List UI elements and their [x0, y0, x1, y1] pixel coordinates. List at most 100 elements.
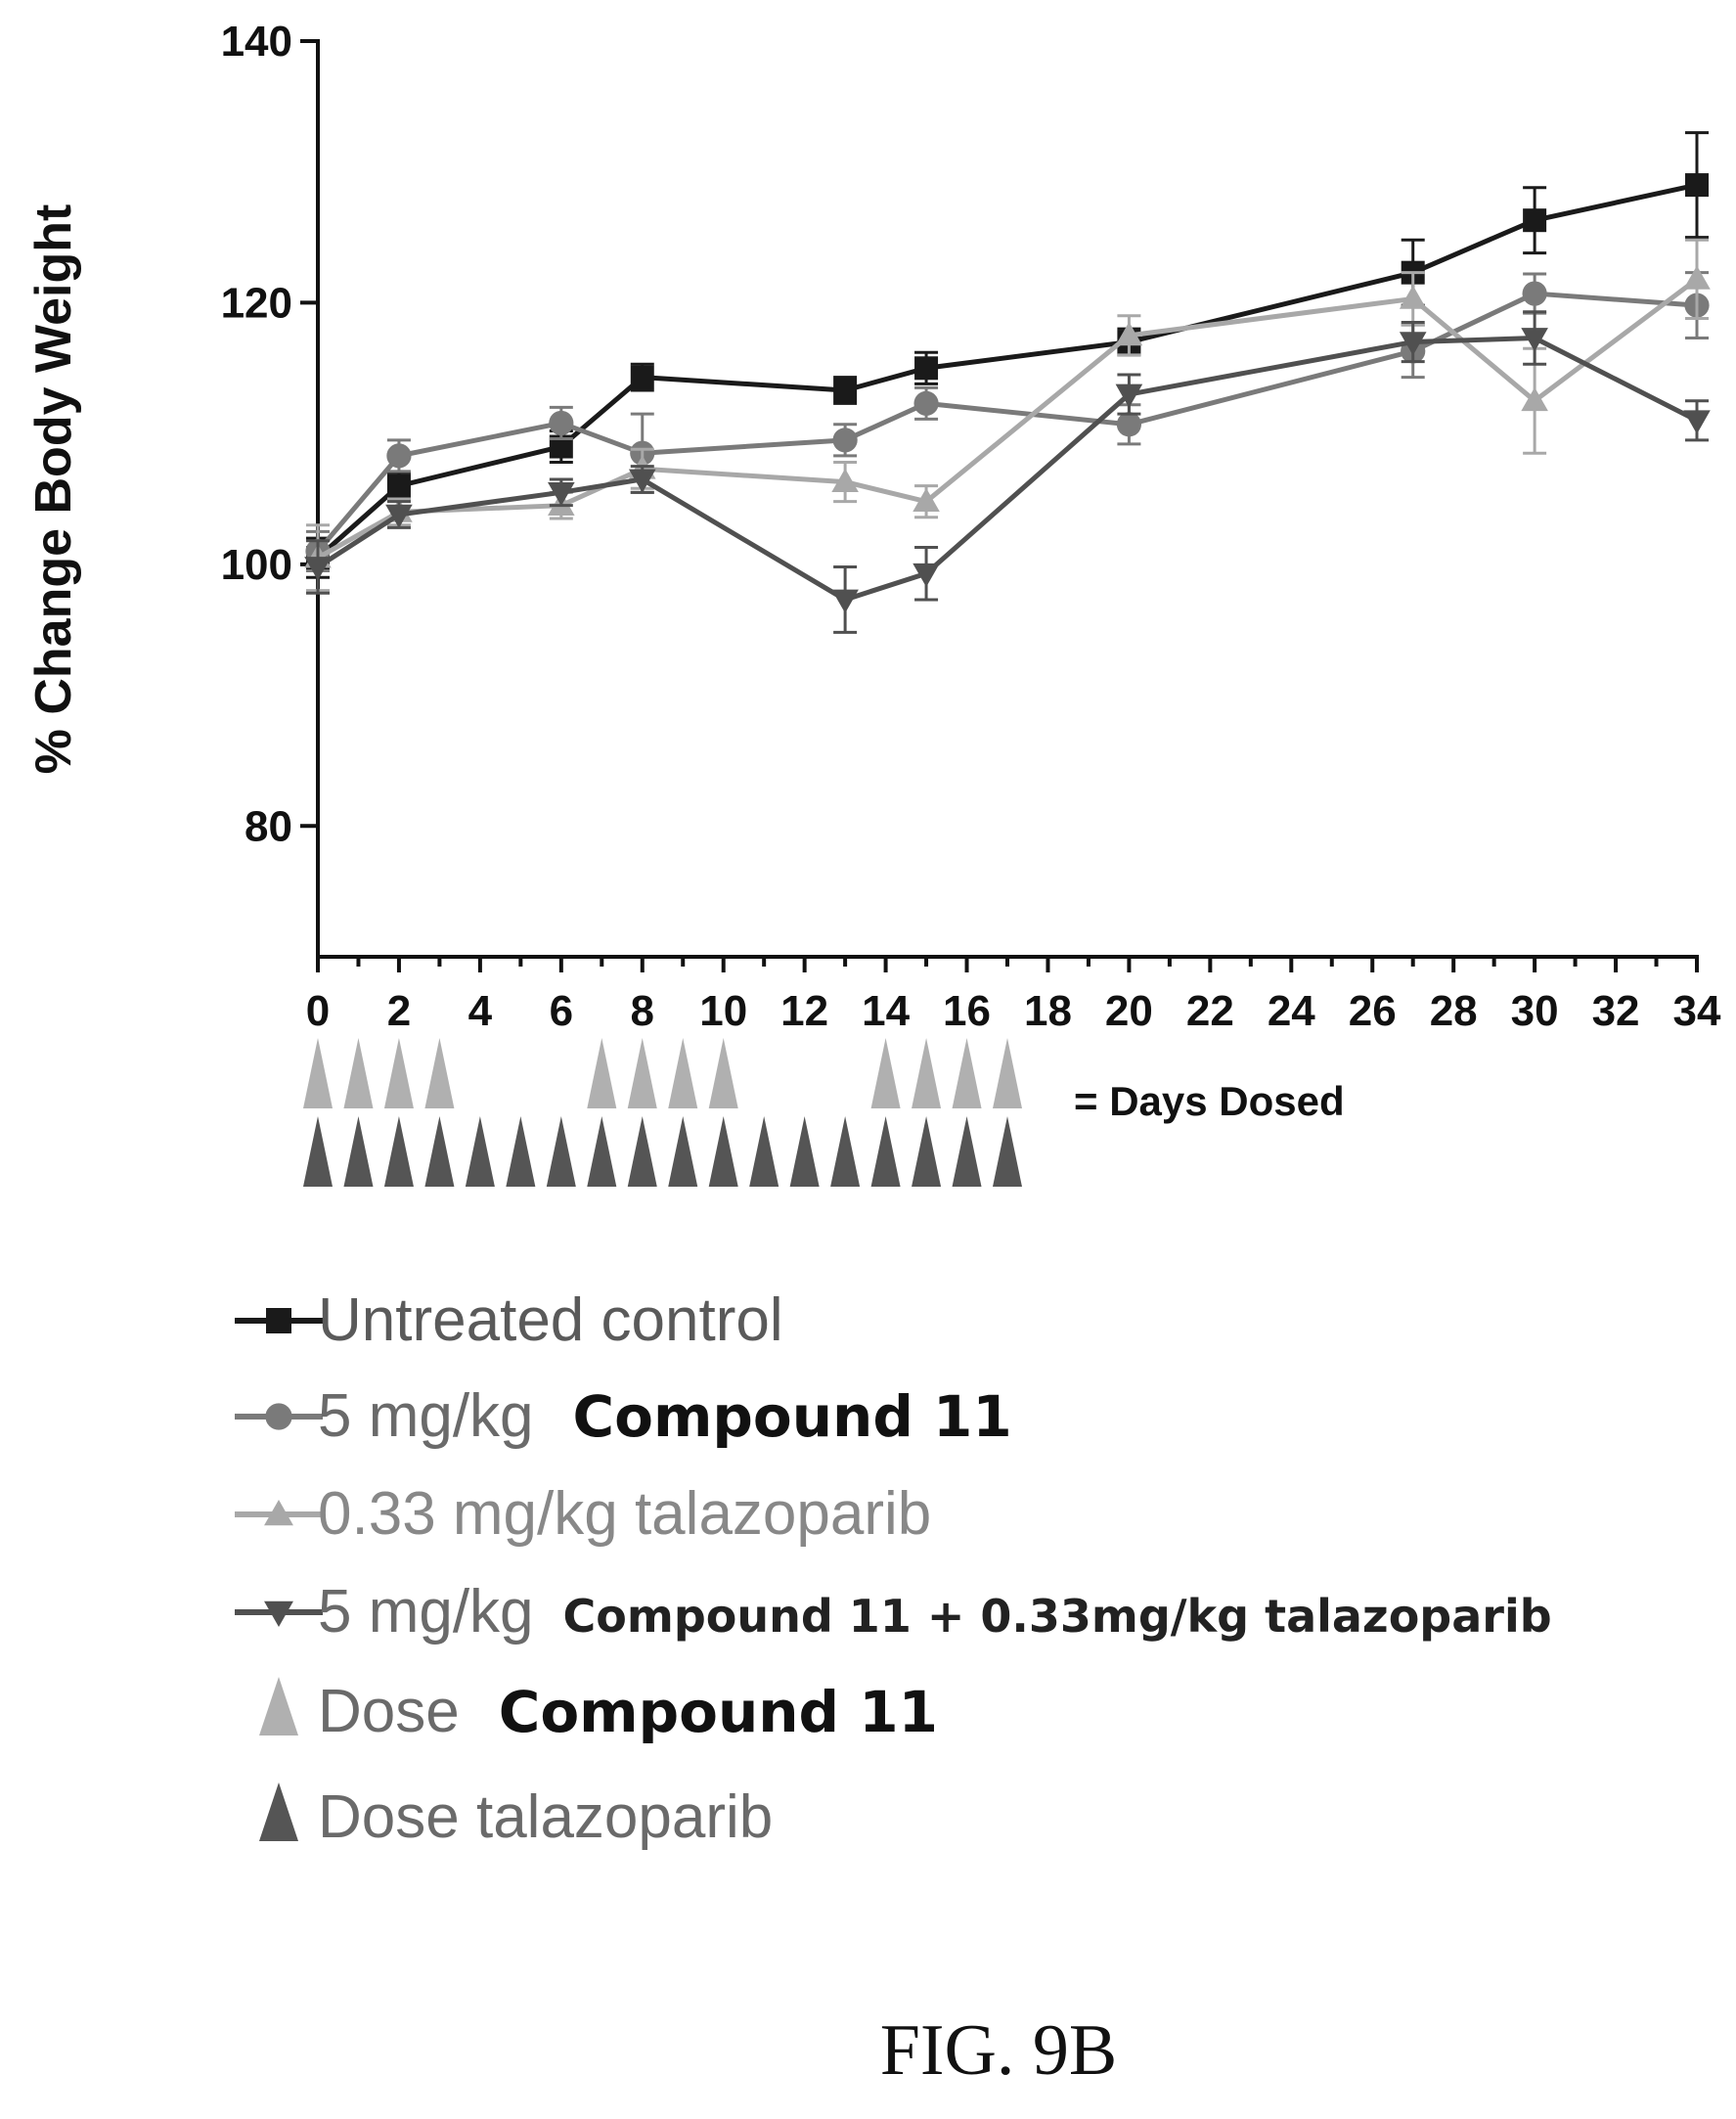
data-point [1685, 173, 1709, 198]
dose-row-2 [303, 1116, 1022, 1187]
data-point [831, 468, 859, 492]
legend-dose-icon [259, 1677, 298, 1736]
dose-marker [912, 1116, 942, 1187]
data-point [1683, 410, 1711, 434]
dose-schedule [303, 1038, 1022, 1187]
legend-marker-icon [264, 1601, 293, 1627]
legend-item-5: Dose Compound 11 [259, 1677, 938, 1745]
data-point [386, 473, 411, 498]
x-tick-label: 16 [943, 987, 991, 1035]
dose-marker [708, 1116, 738, 1187]
dose-marker [383, 1116, 414, 1187]
dose-marker [749, 1116, 779, 1187]
legend-item-3: 0.33 mg/kg talazoparib [235, 1480, 931, 1548]
x-tick-label: 22 [1186, 987, 1234, 1035]
legend-label: 0.33 mg/kg talazoparib [318, 1480, 931, 1548]
data-point [549, 410, 574, 436]
legend-label: 5 mg/kg Compound 11 [318, 1382, 1012, 1450]
dose-marker [465, 1116, 495, 1187]
legend-label-rest: Compound 11 + 0.33mg/kg talazoparib [563, 1590, 1552, 1643]
legend-label-prefix: Dose [318, 1678, 460, 1745]
dose-marker [587, 1038, 617, 1108]
figure-caption: FIG. 9B [880, 2010, 1118, 2091]
legend-item-1: Untreated control [235, 1286, 783, 1354]
data-point [386, 443, 412, 469]
x-tick-label: 32 [1592, 987, 1640, 1035]
data-point [833, 379, 858, 403]
data-point [630, 365, 654, 389]
legend-label-bold: Compound 11 [573, 1383, 1012, 1450]
legend-item-2: 5 mg/kg Compound 11 [235, 1382, 1012, 1450]
legend-label: Untreated control [318, 1286, 783, 1354]
dose-marker [383, 1038, 414, 1108]
dose-marker [708, 1038, 738, 1108]
y-tick-label: 80 [245, 802, 292, 850]
legend-marker-icon [265, 1403, 292, 1430]
legend-marker-icon [266, 1308, 291, 1333]
data-point [1521, 386, 1548, 412]
dose-marker [627, 1038, 657, 1108]
data-point [628, 469, 656, 493]
data-point [385, 504, 413, 528]
data-point [1522, 281, 1547, 306]
data-point [913, 487, 940, 513]
legend-label-prefix: 0.33 mg/kg talazoparib [318, 1480, 931, 1548]
data-point [1683, 265, 1711, 290]
series-3 [304, 238, 1711, 593]
x-tick-label: 28 [1430, 987, 1478, 1035]
legend-label-prefix: 5 mg/kg [318, 1578, 534, 1646]
dose-marker [668, 1116, 698, 1187]
dose-marker [912, 1038, 942, 1108]
x-tick-label: 4 [468, 987, 493, 1035]
dose-row-1 [303, 1038, 1022, 1108]
x-tick-label: 34 [1673, 987, 1721, 1035]
x-tick-label: 12 [780, 987, 828, 1035]
series-1 [306, 131, 1709, 579]
legend-label-prefix: 5 mg/kg [318, 1382, 534, 1450]
legend-label: Dose Compound 11 [318, 1678, 938, 1745]
x-tick-label: 24 [1268, 987, 1315, 1035]
legend-dose-icon [259, 1782, 298, 1841]
data-point [548, 481, 575, 507]
x-tick-label: 6 [550, 987, 573, 1035]
x-tick-label: 2 [387, 987, 411, 1035]
dose-marker [303, 1038, 333, 1108]
x-tick-label: 14 [862, 987, 910, 1035]
series-line [316, 277, 1699, 561]
dose-marker [343, 1116, 374, 1187]
dose-marker [870, 1038, 901, 1108]
dose-marker [424, 1116, 455, 1187]
data-point [1521, 328, 1548, 352]
x-tick-label: 26 [1349, 987, 1397, 1035]
dose-marker [830, 1116, 861, 1187]
dose-marker [506, 1116, 536, 1187]
dose-marker [993, 1116, 1022, 1187]
days-dosed-label: = Days Dosed [1074, 1078, 1345, 1124]
data-point [913, 390, 939, 416]
dose-marker [993, 1038, 1022, 1108]
x-tick-label: 18 [1024, 987, 1072, 1035]
y-tick-label: 140 [221, 18, 292, 66]
data-point [913, 563, 940, 588]
legend-label: 5 mg/kg Compound 11 + 0.33mg/kg talazopar… [318, 1578, 1552, 1646]
y-tick-label: 100 [221, 541, 292, 589]
data-point [304, 557, 332, 581]
dose-marker [343, 1038, 374, 1108]
data-point [832, 428, 858, 453]
data-point [1399, 285, 1427, 309]
series-2 [305, 271, 1710, 573]
x-tick-label: 30 [1511, 987, 1559, 1035]
data-point [1115, 383, 1143, 408]
x-tick-label: 0 [306, 987, 330, 1035]
legend-label-prefix: Dose talazoparib [318, 1783, 773, 1851]
dose-marker [587, 1116, 617, 1187]
legend-marker-icon [264, 1500, 293, 1526]
legend-label-bold: Compound 11 [499, 1679, 938, 1745]
series-line [316, 182, 1698, 561]
y-tick-label: 120 [221, 279, 292, 327]
legend-label: Dose talazoparib [318, 1783, 773, 1851]
legend-label-prefix: Untreated control [318, 1286, 783, 1354]
legend: Untreated control 5 mg/kg Compound 11 0.33 … [235, 1286, 1552, 1851]
